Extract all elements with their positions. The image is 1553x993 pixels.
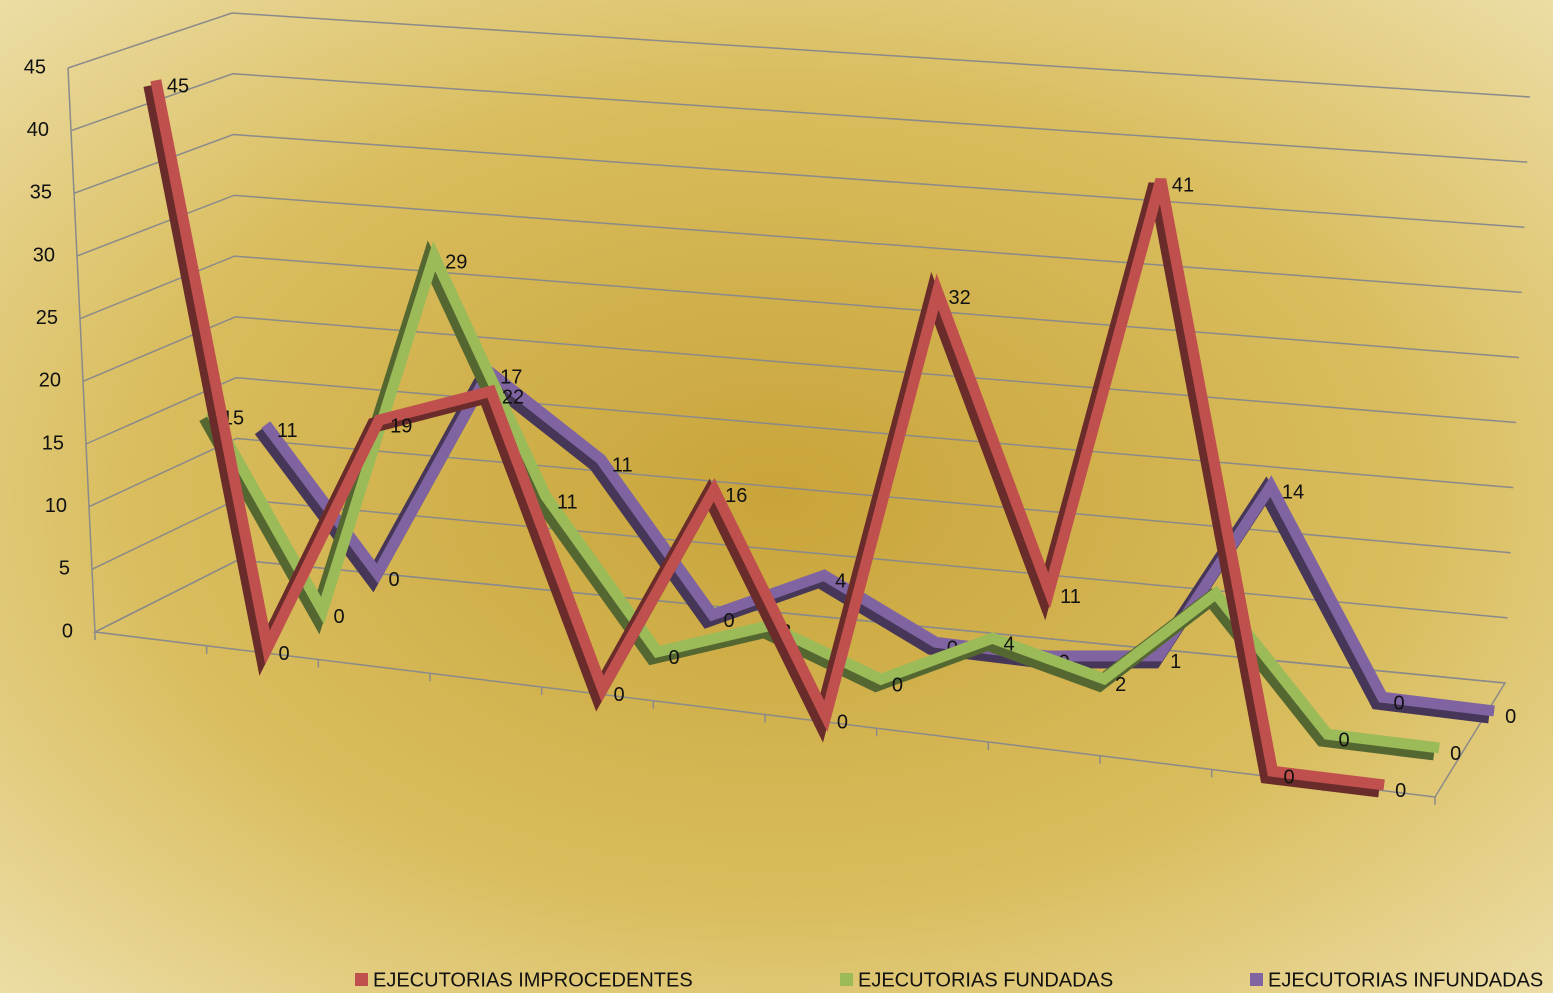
y-tick-label: 15	[42, 432, 64, 454]
data-label: 0	[1394, 692, 1405, 714]
data-label: 29	[445, 251, 467, 273]
y-tick-label: 40	[27, 119, 49, 141]
data-label: 4	[1004, 633, 1015, 655]
data-label: 11	[1060, 586, 1081, 608]
data-label: 4	[835, 571, 846, 593]
y-tick-label: 25	[36, 307, 58, 329]
y-tick-label: 30	[33, 244, 55, 266]
y-tick-label: 45	[24, 56, 46, 78]
grid-line	[79, 255, 1519, 359]
grid-line	[82, 316, 1517, 424]
data-label: 0	[1284, 766, 1295, 788]
data-label: 2	[1115, 674, 1126, 696]
y-tick-label: 10	[45, 495, 67, 517]
data-label: 45	[167, 76, 189, 98]
y-tick-label: 5	[59, 558, 70, 580]
data-label: 0	[1505, 706, 1516, 728]
legend-swatch	[1250, 973, 1263, 986]
data-label: 11	[557, 491, 578, 513]
data-label: 0	[669, 647, 680, 669]
data-label: 0	[389, 569, 400, 591]
grid-line	[70, 73, 1528, 163]
data-label: 0	[1395, 780, 1406, 802]
data-label: 41	[1172, 175, 1194, 197]
grid-line	[73, 133, 1525, 228]
legend-label: EJECUTORIAS IMPROCEDENTES	[373, 969, 693, 991]
data-label: 17	[500, 367, 522, 389]
data-label: 0	[724, 610, 735, 632]
data-label: 11	[277, 420, 298, 442]
line	[150, 79, 1385, 791]
data-label: 1	[1170, 651, 1181, 673]
y-tick-label: 0	[62, 620, 73, 642]
data-label: 0	[614, 684, 625, 706]
legend-swatch	[840, 973, 853, 986]
axis	[67, 67, 96, 633]
grid-line	[76, 194, 1522, 294]
data-label: 16	[725, 485, 747, 507]
y-tick-label: 20	[39, 370, 61, 392]
legend-label: EJECUTORIAS FUNDADAS	[858, 969, 1113, 991]
data-label: 0	[892, 675, 903, 697]
data-label: 19	[390, 415, 412, 437]
data-label: 32	[949, 287, 971, 309]
data-label: 0	[837, 712, 848, 734]
legend-swatch	[355, 973, 368, 986]
data-label: 0	[1339, 729, 1350, 751]
data-label: 0	[334, 606, 345, 628]
data-label: 11	[612, 454, 633, 476]
grid-line	[67, 12, 1531, 98]
data-label: 14	[1282, 481, 1304, 503]
y-tick-label: 35	[30, 182, 52, 204]
data-label: 0	[279, 643, 290, 665]
legend-label: EJECUTORIAS INFUNDADAS	[1268, 969, 1543, 991]
data-label: 0	[1450, 743, 1461, 765]
data-label: 22	[502, 387, 524, 409]
grid-line	[88, 437, 1511, 554]
